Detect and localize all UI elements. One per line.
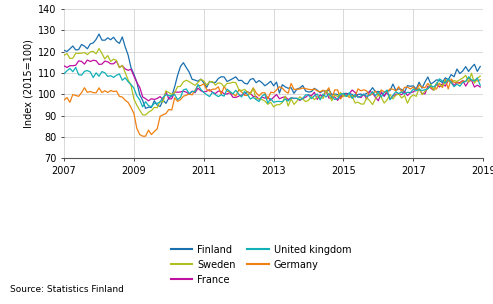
Y-axis label: Index (2015=100): Index (2015=100) bbox=[24, 39, 34, 128]
Legend: Finland, Sweden, France, United kingdom, Germany: Finland, Sweden, France, United kingdom,… bbox=[171, 245, 351, 285]
Text: Source: Statistics Finland: Source: Statistics Finland bbox=[10, 285, 124, 294]
